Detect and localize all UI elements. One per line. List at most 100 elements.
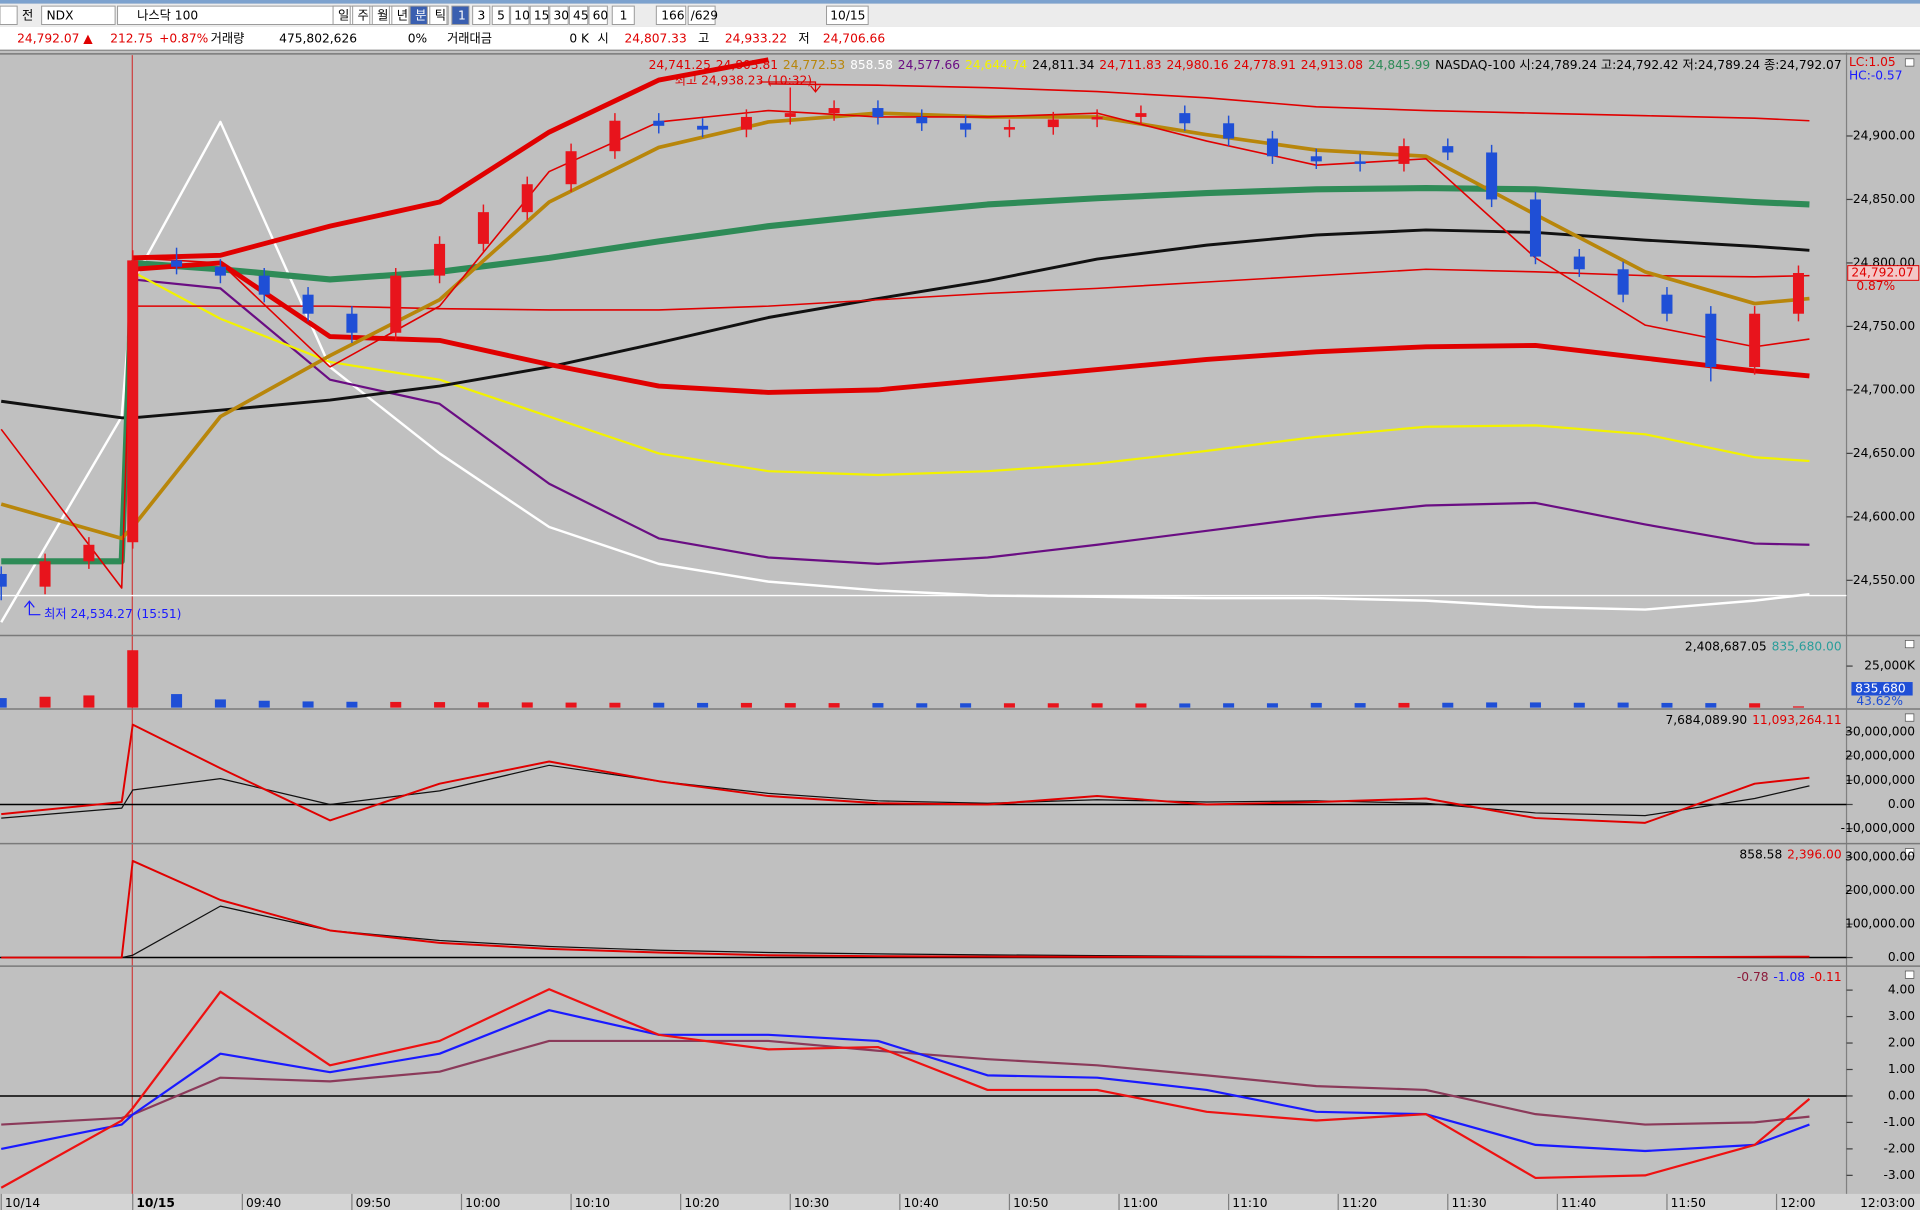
last-price-label: 24,792.07 <box>1851 265 1913 279</box>
volume-bar <box>521 702 533 708</box>
x-tick-label: 10:30 <box>794 1196 829 1210</box>
toolbar-label[interactable]: 년 <box>397 8 408 22</box>
toolbar-label[interactable]: 10 <box>514 8 530 22</box>
toolbar-label[interactable]: 60 <box>593 8 609 22</box>
y-tick-label: 24,600.00 <box>1853 509 1915 523</box>
toolbar-label[interactable]: 166 <box>661 8 685 22</box>
x-tick-label: 09:40 <box>246 1196 281 1210</box>
candle-body <box>171 260 183 267</box>
toolbar-label[interactable]: 1 <box>620 8 628 22</box>
candle-body <box>214 266 226 276</box>
toolbar-label[interactable]: 3 <box>478 8 486 22</box>
toolbar-label[interactable]: 5 <box>497 8 505 22</box>
title-strip <box>0 0 1920 4</box>
toolbar-button[interactable] <box>687 5 716 25</box>
candle-body <box>1223 123 1235 139</box>
quote-field: 212.75 <box>110 32 153 46</box>
quote-field: 0 K <box>569 32 590 46</box>
toolbar-label[interactable]: 일 <box>338 8 349 22</box>
toolbar-button[interactable] <box>549 5 569 25</box>
candle-body <box>609 120 621 152</box>
toolbar-button[interactable] <box>826 5 869 25</box>
panel-header: 858.58 2,396.00 <box>1739 847 1841 861</box>
toolbar-button[interactable] <box>41 5 116 25</box>
toolbar-button[interactable] <box>655 5 687 25</box>
quote-field: 24,933.22 <box>725 32 787 46</box>
x-tick-label: 11:40 <box>1561 1196 1596 1210</box>
header-value: 24,772.53 <box>783 57 845 71</box>
toolbar-button[interactable] <box>568 5 589 25</box>
toolbar-button[interactable] <box>472 5 491 25</box>
toolbar-button[interactable] <box>0 5 18 25</box>
volume-bar <box>214 699 226 708</box>
y-tick-label: 24,900.00 <box>1853 128 1915 142</box>
toolbar-label[interactable]: 나스닥 100 <box>137 8 198 22</box>
toolbar-button[interactable] <box>529 5 550 25</box>
quote-field: 거래대금 <box>447 32 492 46</box>
header-value: 24,811.34 <box>1032 57 1094 71</box>
x-tick-label: 10:50 <box>1013 1196 1048 1210</box>
volume-bar <box>1442 702 1454 708</box>
toolbar-label[interactable]: 주 <box>358 8 369 22</box>
volume-bar <box>565 702 577 708</box>
candle-body <box>1003 127 1015 130</box>
toolbar-label[interactable]: 1 <box>458 8 466 22</box>
candle-body <box>390 275 402 333</box>
toolbar-button[interactable] <box>409 5 428 25</box>
toolbar-button[interactable] <box>491 5 510 25</box>
toolbar-label[interactable]: 15 <box>534 8 550 22</box>
candle-body <box>0 573 7 587</box>
header-value: 2,396.00 <box>1787 847 1841 861</box>
toolbar-label[interactable]: 분 <box>415 8 426 22</box>
toolbar-label[interactable]: 45 <box>573 8 589 22</box>
candle-body <box>302 294 314 314</box>
toolbar-button[interactable] <box>332 5 351 25</box>
indicator-line <box>132 270 1810 477</box>
header-value: -0.11 <box>1810 970 1842 984</box>
toolbar-button[interactable] <box>352 5 371 25</box>
quote-field: 475,802,626 <box>279 32 357 46</box>
toolbar-label[interactable]: 틱 <box>435 8 446 22</box>
toolbar-button[interactable] <box>391 5 410 25</box>
toolbar-label[interactable]: /629 <box>691 8 718 22</box>
candle-body <box>1573 256 1585 270</box>
y-tick-label: 3.00 <box>1888 1009 1915 1023</box>
toolbar-button[interactable] <box>429 5 448 25</box>
toolbar-label[interactable]: 30 <box>553 8 569 22</box>
toolbar-label[interactable]: 10/15 <box>830 8 865 22</box>
side-label: HC:-0.57 <box>1849 68 1903 82</box>
volume-bar <box>653 702 665 708</box>
candle-body <box>1661 294 1673 314</box>
header-value: 858.58 <box>850 57 893 71</box>
x-tick-label: 12:00 <box>1780 1196 1815 1210</box>
toolbar-button[interactable] <box>611 5 635 25</box>
header-value: 24,913.08 <box>1301 57 1363 71</box>
time-axis-bar <box>0 1193 1920 1210</box>
volume-bar <box>258 700 270 708</box>
x-tick-label: 10:10 <box>575 1196 610 1210</box>
candle-body <box>1792 272 1804 314</box>
toolbar-label[interactable]: NDX <box>47 8 74 22</box>
y-tick-label: 100,000.00 <box>1845 917 1915 931</box>
candle-body <box>960 123 972 130</box>
header-value: 24,803.81 <box>716 57 778 71</box>
indicator-line <box>1 1009 1810 1153</box>
candle-body <box>653 120 665 126</box>
volume-bar <box>1091 703 1103 708</box>
panel-header: 2,408,687.05 835,680.00 <box>1685 639 1842 653</box>
indicator-line <box>132 278 1810 565</box>
toolbar-button[interactable] <box>588 5 608 25</box>
volume-bar <box>1266 703 1278 708</box>
y-tick-label: -3.00 <box>1883 1168 1915 1182</box>
toolbar-button[interactable] <box>510 5 530 25</box>
y-tick-label: 4.00 <box>1888 983 1915 997</box>
toolbar-label[interactable]: 월 <box>377 8 388 22</box>
toolbar-label[interactable]: 전 <box>22 8 33 22</box>
candle-body <box>1442 146 1454 153</box>
candle-body <box>1529 199 1541 257</box>
toolbar-button[interactable] <box>451 5 470 25</box>
volume-bar <box>609 702 621 708</box>
x-tick-label: 09:50 <box>356 1196 391 1210</box>
toolbar-button[interactable] <box>371 5 390 25</box>
volume-bar <box>1047 703 1059 708</box>
